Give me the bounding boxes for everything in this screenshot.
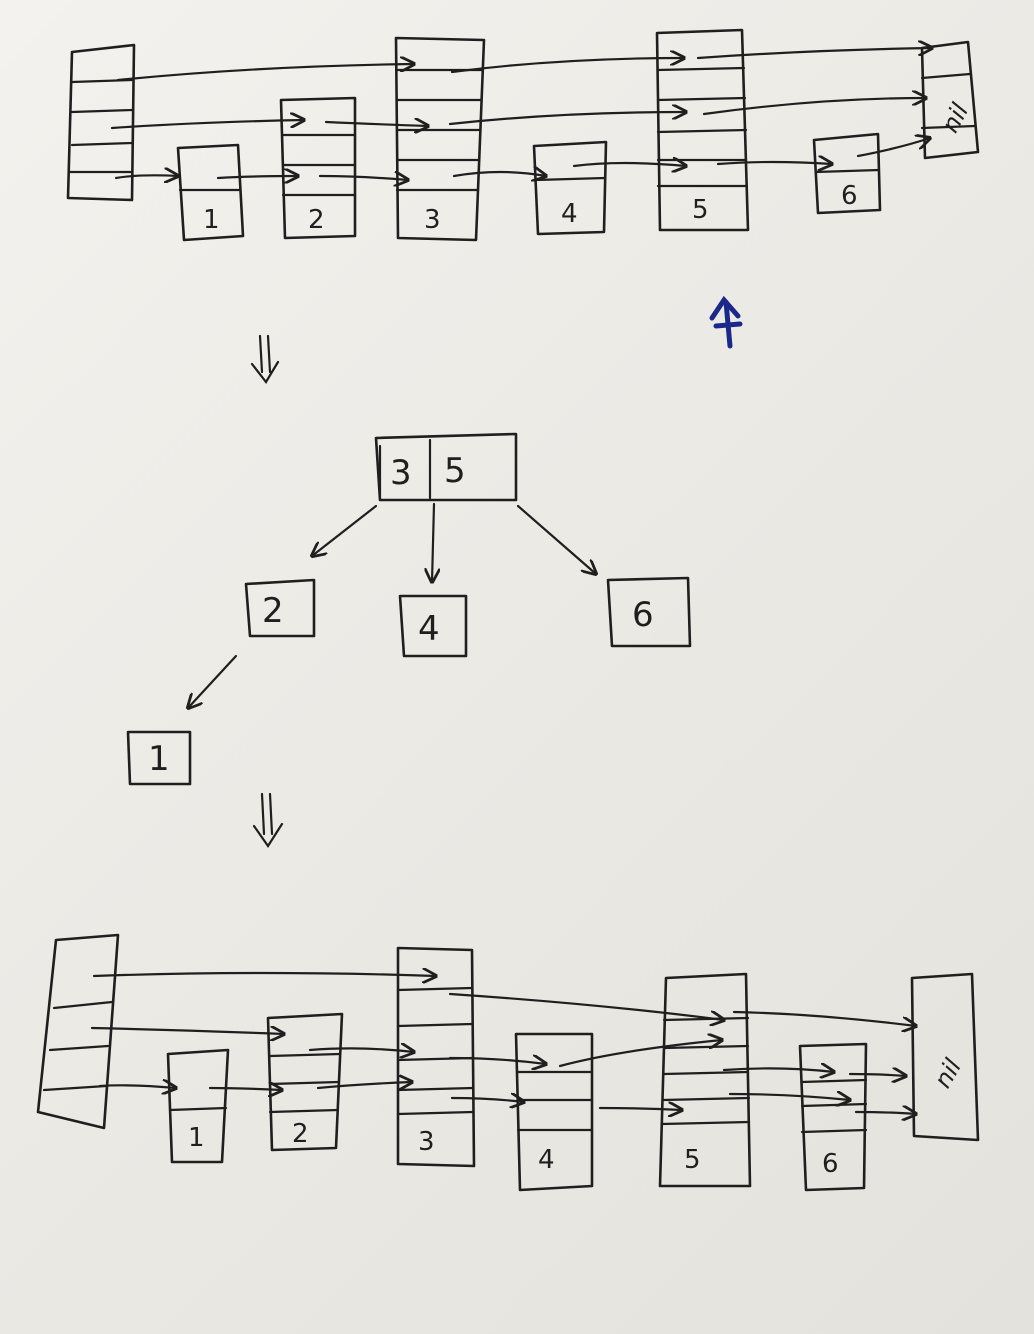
tree-node-6: 6 <box>606 576 692 648</box>
top-node-2-key: 2 <box>308 205 325 235</box>
top-node-5: 5 <box>655 28 750 232</box>
top-node-4-key: 4 <box>561 199 578 229</box>
tree-node-4: 4 <box>398 594 468 658</box>
bottom-node-6-key: 6 <box>822 1149 839 1179</box>
bottom-node-4: 4 <box>514 1032 594 1192</box>
transition-arrow-2 <box>252 792 284 848</box>
tree-node-1-key: 1 <box>148 739 170 779</box>
tree-node-2: 2 <box>244 578 316 638</box>
bottom-node-5-key: 5 <box>684 1145 701 1175</box>
bottom-node-5: 5 <box>658 972 752 1188</box>
tree-node-1: 1 <box>126 730 192 786</box>
top-node-1-key: 1 <box>203 205 220 235</box>
top-node-5-key: 5 <box>692 195 709 225</box>
bottom-node-4-key: 4 <box>538 1145 555 1175</box>
bottom-node-1-key: 1 <box>188 1123 205 1153</box>
bottom-node-3-key: 3 <box>418 1127 435 1157</box>
top-nil-node: nil <box>920 40 980 160</box>
blue-pen-mark <box>709 295 743 349</box>
bottom-node-6: 6 <box>798 1042 868 1192</box>
bottom-node-1: 1 <box>166 1048 230 1164</box>
tree: 3 5 2 4 6 1 <box>126 432 692 786</box>
tree-node-4-key: 4 <box>418 609 440 649</box>
tree-root-node: 3 5 <box>374 432 518 502</box>
bottom-node-2-key: 2 <box>292 1119 309 1149</box>
top-node-2: 2 <box>279 96 357 240</box>
tree-root-key-2: 5 <box>444 451 466 491</box>
bottom-node-2: 2 <box>266 1012 344 1152</box>
top-pointers <box>110 48 932 180</box>
skip-list-top: 1 2 3 4 <box>66 28 980 242</box>
top-node-4: 4 <box>532 140 608 236</box>
bottom-nil-node: nil <box>910 972 980 1142</box>
top-node-6-key: 6 <box>841 181 858 211</box>
bottom-header-node <box>36 933 120 1130</box>
transition-arrow-1 <box>250 334 280 384</box>
top-node-3-key: 3 <box>424 205 441 235</box>
top-node-1: 1 <box>176 143 245 242</box>
top-node-6: 6 <box>812 132 882 215</box>
bottom-nil-label: nil <box>929 1054 968 1093</box>
tree-node-6-key: 6 <box>632 595 654 635</box>
skip-list-bottom: 1 2 3 4 <box>36 933 980 1192</box>
tree-root-key-1: 3 <box>390 453 412 493</box>
top-header-node <box>66 43 136 202</box>
top-node-3: 3 <box>394 36 486 242</box>
bottom-pointers <box>90 973 916 1114</box>
tree-node-2-key: 2 <box>262 591 284 631</box>
tree-edges <box>188 502 596 708</box>
top-nil-label: nil <box>936 99 974 138</box>
